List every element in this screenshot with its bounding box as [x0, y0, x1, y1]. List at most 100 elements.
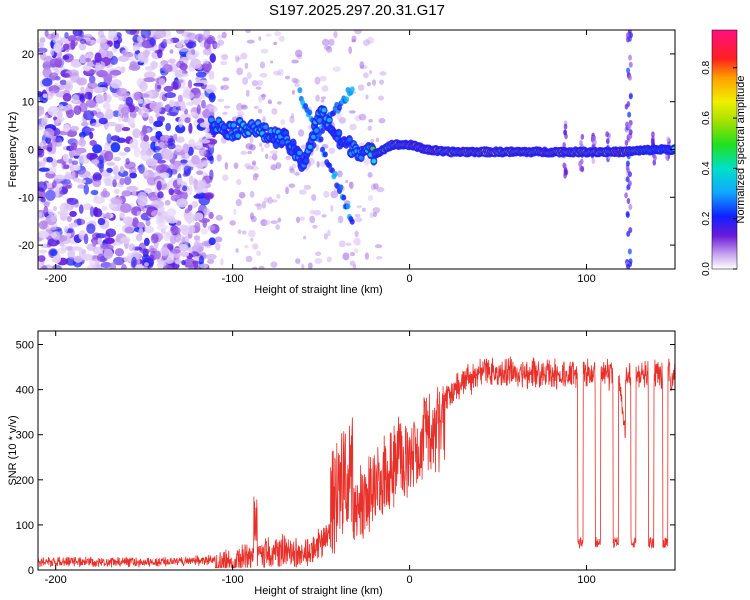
spectrogram-cell [148, 115, 154, 125]
spectrogram-cell [111, 199, 123, 205]
spectrogram-cell [199, 159, 211, 164]
spectrogram-cell [328, 147, 336, 155]
spectrogram-cell [78, 43, 87, 51]
spectrogram-cell [222, 111, 228, 116]
spectrogram-cell [137, 93, 150, 98]
spectrogram-cell [245, 143, 254, 150]
spectrogram-cell [140, 107, 150, 118]
spectrogram-cell [76, 218, 82, 226]
spectrogram-cell [627, 123, 632, 130]
spectrogram-cell [365, 94, 369, 100]
spectrogram-cell [133, 146, 141, 158]
spectrogram-cell [188, 175, 194, 186]
spectrogram-cell [326, 256, 332, 263]
spectrogram-cell [184, 212, 196, 223]
spectrogram-cell [186, 32, 197, 41]
spectrogram-cell [322, 151, 328, 158]
spectrogram-cell [203, 30, 210, 39]
spectrogram-cell [341, 194, 347, 201]
spectrogram-cell [100, 190, 111, 198]
spectrogram-blobs [38, 30, 675, 269]
spectrogram-cell [238, 191, 246, 199]
spectrogram-cell [187, 204, 193, 211]
spectrogram-cell [320, 127, 326, 134]
spectrogram-cell [254, 203, 261, 207]
spectrogram-cell [70, 142, 77, 151]
spectrogram-cell [373, 183, 379, 190]
snr-panel: -200 -100 0 100 0 100 200 300 400 500 Height of st… [7, 330, 676, 597]
spectrogram-cell [345, 242, 352, 247]
spectrogram-cell [41, 77, 53, 87]
spectrogram-cell [605, 138, 610, 145]
spectrogram-cell [624, 103, 629, 110]
spectrogram-cell [150, 61, 158, 69]
spectrogram-cell [193, 194, 203, 199]
spectrogram-cell [156, 180, 162, 191]
spectrogram-cell [203, 207, 211, 216]
spectrogram-cell [51, 158, 58, 168]
spectrogram-cell [259, 142, 263, 147]
spectrogram-cell [62, 124, 71, 133]
spectrogram-cell [376, 255, 383, 260]
spectrogram-cell [235, 198, 242, 207]
spectrogram-cell [313, 209, 322, 216]
spectrogram-cell [61, 73, 70, 78]
spectrogram-cell [301, 144, 307, 150]
spectrogram-cell [154, 250, 161, 260]
spectrogram-cell [254, 173, 260, 178]
spectrogram-cell [95, 233, 107, 239]
spectrogram-cell [81, 253, 93, 261]
spectrogram-cell [265, 33, 272, 37]
spectrogram-cell [85, 57, 92, 62]
spectrogram-cell [123, 216, 133, 225]
spectrogram-cell [202, 108, 212, 119]
spectrogram-cell [67, 35, 77, 42]
spectrogram-cell [297, 87, 303, 94]
spectrogram-cell [82, 203, 93, 211]
spectrogram-cell [165, 38, 174, 45]
spectrogram-cell [125, 96, 134, 107]
spectrogram-cell [201, 99, 206, 109]
spectrogram-cell [628, 93, 633, 100]
spectrogram-cell [191, 154, 200, 165]
spectrogram-cell [336, 112, 342, 121]
spectrogram-cell [164, 199, 171, 206]
spectrogram-cell [314, 128, 319, 133]
spectrogram-cell [261, 93, 266, 101]
spectrogram-cell [220, 85, 224, 90]
spectrogram-cell [66, 197, 79, 205]
x-axis-label: Height of straight line (km) [254, 585, 382, 597]
spectrogram-cell [128, 243, 136, 252]
y-tick-label: 300 [16, 430, 34, 442]
spectrogram-cell [114, 123, 122, 133]
spectrogram-cell [260, 147, 264, 153]
snr-series [38, 356, 675, 569]
spectrogram-cell [99, 43, 110, 50]
spectrogram-cell [180, 190, 188, 201]
spectrogram-cell [49, 58, 62, 68]
spectrogram-cell [246, 39, 255, 44]
spectrogram-cell [348, 110, 356, 114]
spectrogram-cell [244, 62, 249, 70]
spectrogram-cell [137, 35, 143, 43]
spectrogram-cell [223, 105, 231, 109]
spectrogram-cell [277, 68, 284, 76]
y-tick-label: -10 [18, 192, 34, 204]
spectrogram-cell [347, 137, 352, 142]
spectrogram-cell [220, 53, 229, 60]
spectrogram-cell [359, 61, 365, 69]
spectrogram-cell [173, 133, 178, 141]
spectrogram-cell [167, 137, 174, 143]
spectrogram-cell [354, 217, 363, 223]
spectrogram-cell [52, 230, 61, 241]
spectrogram-cell [145, 218, 151, 227]
spectrogram-cell [628, 32, 633, 39]
spectrogram-cell [345, 203, 351, 210]
spectrogram-cell [109, 262, 116, 269]
spectrogram-cell [203, 193, 214, 200]
spectrogram-cell [167, 142, 176, 150]
spectrogram-cell [233, 208, 237, 215]
spectrogram-cell [183, 235, 190, 246]
spectrogram-cell [141, 124, 148, 136]
